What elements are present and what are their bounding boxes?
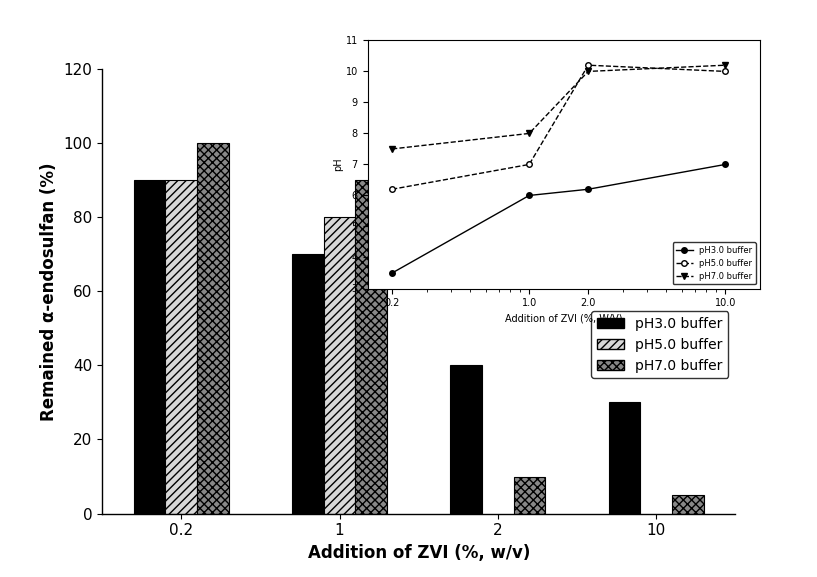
X-axis label: Addition of ZVI (%, w/v): Addition of ZVI (%, w/v) [307,544,530,562]
Y-axis label: Remained α-endosulfan (%): Remained α-endosulfan (%) [40,162,58,421]
pH7.0 buffer [721,62,730,69]
Bar [134,180,165,514]
Bar [165,180,197,514]
Bar [672,495,703,514]
pH5.0 buffer [583,62,593,69]
Line: pH7.0 buffer: pH7.0 buffer [390,62,728,152]
Bar [450,365,482,514]
pH7.0 buffer [525,130,534,137]
Legend: pH3.0 buffer, pH5.0 buffer, pH7.0 buffer: pH3.0 buffer, pH5.0 buffer, pH7.0 buffer [591,311,729,378]
pH7.0 buffer [583,68,593,75]
Legend: pH3.0 buffer, pH5.0 buffer, pH7.0 buffer: pH3.0 buffer, pH5.0 buffer, pH7.0 buffer [672,242,756,284]
pH5.0 buffer [721,68,730,75]
Bar [514,477,546,514]
pH3.0 buffer [525,192,534,199]
pH5.0 buffer [525,161,534,168]
Line: pH5.0 buffer: pH5.0 buffer [390,62,728,192]
pH3.0 buffer [583,186,593,193]
pH3.0 buffer [721,161,730,168]
pH5.0 buffer [387,186,397,193]
pH3.0 buffer [387,269,397,276]
Bar [609,403,641,514]
Line: pH3.0 buffer: pH3.0 buffer [390,162,728,276]
Bar [355,180,387,514]
Bar [292,254,324,514]
pH7.0 buffer [387,145,397,152]
X-axis label: Addition of ZVI (%, W/V): Addition of ZVI (%, W/V) [505,314,623,324]
Bar [197,143,229,514]
Y-axis label: pH: pH [333,158,343,171]
Bar [324,218,355,514]
